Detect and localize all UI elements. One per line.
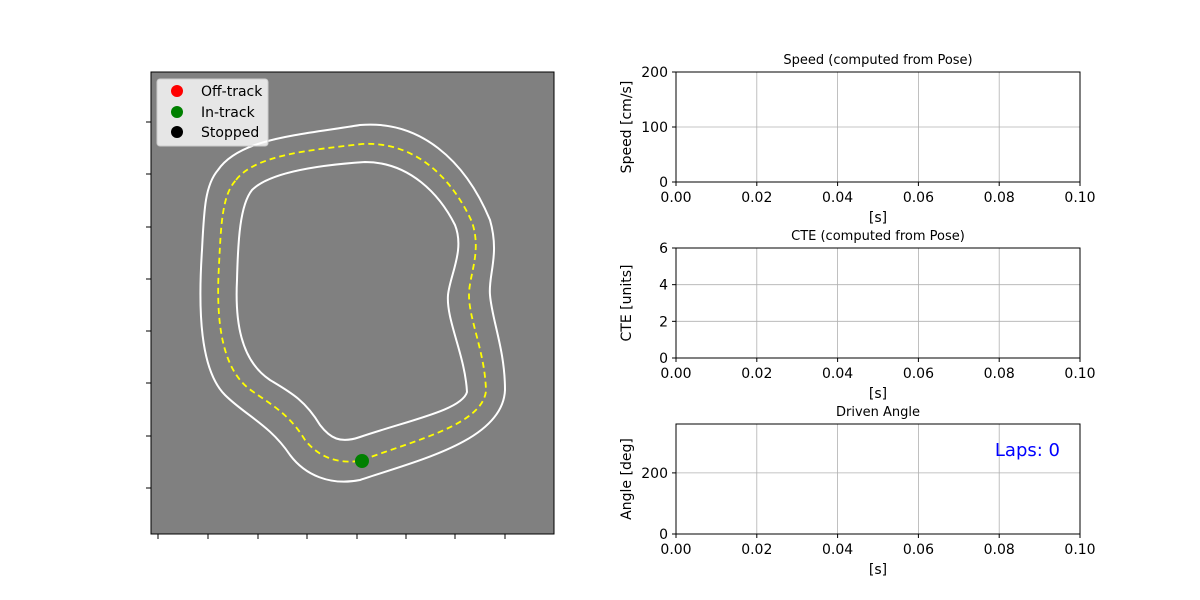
x-tick-label: 0.10 — [1064, 542, 1095, 558]
subplot-title: CTE (computed from Pose) — [791, 229, 965, 244]
x-tick-label: 0.00 — [660, 366, 691, 382]
x-tick-label: 0.08 — [984, 542, 1015, 558]
car-marker — [355, 454, 369, 468]
subplot-title: Speed (computed from Pose) — [783, 53, 972, 68]
y-tick-label: 200 — [641, 65, 668, 81]
track-panel: Off-track In-track Stopped — [146, 71, 555, 539]
x-tick-label: 0.04 — [822, 366, 853, 382]
x-tick-label: 0.00 — [660, 542, 691, 558]
y-tick-label: 6 — [659, 241, 668, 257]
x-tick-label: 0.00 — [660, 190, 691, 206]
x-tick-label: 0.06 — [903, 190, 934, 206]
x-tick-label: 0.04 — [822, 190, 853, 206]
subplot-1: 0.00 0.02 0.04 0.06 0.08 0.10 0 100 200 Speed (co… — [619, 53, 1096, 226]
y-tick-label: 4 — [659, 278, 668, 294]
subplot-title: Driven Angle — [836, 405, 920, 420]
x-tick-label: 0.02 — [741, 366, 772, 382]
legend-marker-in-track — [171, 106, 183, 118]
laps-annotation: Laps: 0 — [995, 440, 1060, 461]
axes-frame — [675, 247, 1081, 359]
x-tick-label: 0.10 — [1064, 190, 1095, 206]
x-tick-label: 0.10 — [1064, 366, 1095, 382]
x-tick-label: 0.02 — [741, 190, 772, 206]
track-y-ticks — [146, 121, 151, 489]
legend-marker-stopped — [171, 126, 183, 138]
subplot-2: 0.00 0.02 0.04 0.06 0.08 0.10 0 2 4 6 CTE (compute… — [619, 229, 1096, 402]
subplot-3: 0.00 0.02 0.04 0.06 0.08 0.10 0 200 Driven Angle… — [619, 405, 1096, 578]
x-tick-label: 0.08 — [984, 190, 1015, 206]
y-tick-label: 200 — [641, 466, 668, 482]
y-tick-label: 0 — [659, 527, 668, 543]
y-axis-label: CTE [units] — [619, 265, 635, 342]
x-tick-label: 0.02 — [741, 542, 772, 558]
x-tick-label: 0.06 — [903, 366, 934, 382]
axes-frame — [675, 423, 1081, 535]
legend-label-off-track: Off-track — [201, 84, 263, 100]
x-tick-label: 0.06 — [903, 542, 934, 558]
legend-label-in-track: In-track — [201, 105, 256, 121]
track-legend: Off-track In-track Stopped — [156, 78, 269, 147]
legend-marker-off-track — [171, 85, 183, 97]
x-tick-label: 0.04 — [822, 542, 853, 558]
x-axis-label: [s] — [869, 210, 887, 226]
y-tick-label: 2 — [659, 314, 668, 330]
track-x-ticks — [157, 534, 506, 539]
y-tick-label: 100 — [641, 120, 668, 136]
y-tick-label: 0 — [659, 175, 668, 191]
y-axis-label: Angle [deg] — [619, 438, 635, 520]
x-axis-label: [s] — [869, 386, 887, 402]
legend-frame — [156, 78, 269, 147]
y-tick-label: 0 — [659, 351, 668, 367]
x-axis-label: [s] — [869, 562, 887, 578]
track-center-line — [217, 143, 487, 463]
track-outer-boundary — [199, 123, 507, 483]
x-tick-label: 0.08 — [984, 366, 1015, 382]
legend-label-stopped: Stopped — [201, 125, 259, 141]
track-inner-boundary — [235, 160, 469, 441]
y-axis-label: Speed [cm/s] — [619, 81, 635, 174]
